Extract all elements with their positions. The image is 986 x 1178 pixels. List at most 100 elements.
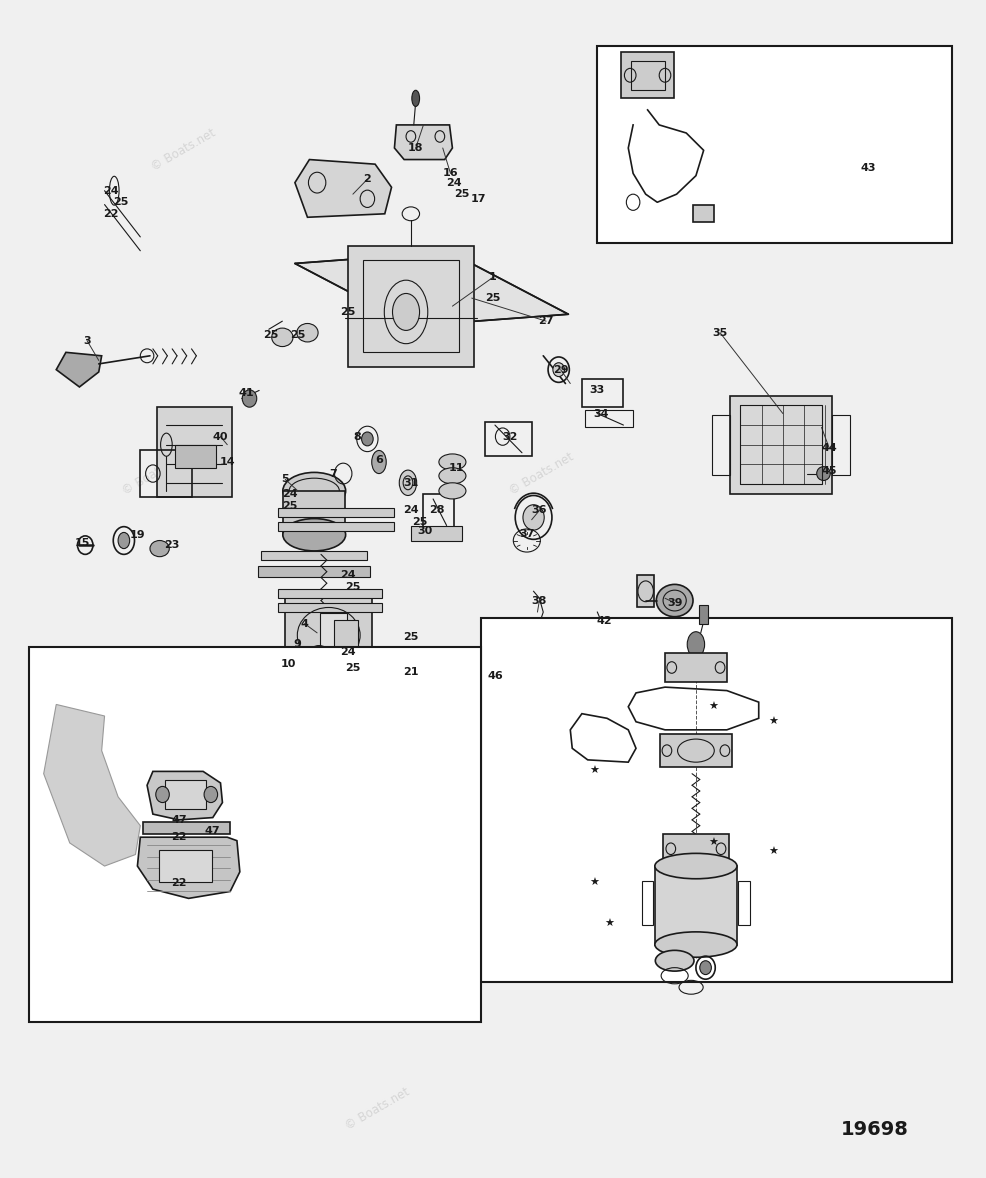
Text: 42: 42 — [597, 616, 612, 627]
Text: 25: 25 — [263, 330, 278, 340]
Ellipse shape — [283, 472, 346, 509]
Text: 14: 14 — [220, 457, 235, 466]
Text: © Boats.net: © Boats.net — [342, 773, 411, 820]
Text: 32: 32 — [503, 431, 518, 442]
Text: 34: 34 — [594, 409, 609, 418]
Text: 22: 22 — [104, 209, 119, 219]
Polygon shape — [278, 508, 394, 517]
Ellipse shape — [156, 787, 170, 802]
Text: 18: 18 — [408, 143, 423, 153]
Text: © Boats.net: © Boats.net — [149, 127, 218, 174]
Text: 2: 2 — [364, 174, 372, 184]
Text: 11: 11 — [449, 463, 464, 472]
Polygon shape — [283, 491, 345, 535]
Ellipse shape — [399, 470, 417, 496]
Bar — [739, 881, 750, 925]
Bar — [481, 617, 951, 981]
Bar — [631, 61, 665, 90]
Text: 31: 31 — [403, 478, 418, 488]
Polygon shape — [157, 406, 232, 497]
Polygon shape — [147, 772, 223, 820]
Ellipse shape — [150, 541, 170, 557]
Bar — [166, 780, 206, 809]
Ellipse shape — [655, 932, 737, 958]
Bar — [660, 734, 733, 767]
Text: 29: 29 — [553, 365, 569, 375]
Text: 36: 36 — [531, 505, 547, 516]
Polygon shape — [56, 352, 102, 386]
Ellipse shape — [392, 293, 420, 330]
Bar — [348, 245, 473, 366]
Polygon shape — [261, 551, 368, 561]
Bar — [176, 444, 216, 468]
Ellipse shape — [310, 646, 328, 660]
Bar — [642, 881, 654, 925]
Bar — [320, 614, 347, 657]
Bar — [285, 597, 373, 673]
Text: 40: 40 — [213, 431, 229, 442]
Text: 16: 16 — [443, 168, 458, 178]
Ellipse shape — [272, 329, 293, 346]
Text: 33: 33 — [590, 385, 605, 396]
Text: © Boats.net: © Boats.net — [507, 450, 576, 497]
Text: 43: 43 — [860, 163, 876, 173]
Ellipse shape — [656, 951, 694, 971]
Text: 45: 45 — [821, 466, 837, 476]
Ellipse shape — [362, 432, 373, 445]
Text: 15: 15 — [75, 538, 90, 548]
Text: 27: 27 — [538, 316, 554, 326]
Bar — [30, 647, 481, 1023]
Polygon shape — [278, 589, 382, 598]
Ellipse shape — [816, 466, 830, 481]
Bar — [637, 575, 655, 608]
Ellipse shape — [412, 91, 420, 106]
Bar — [731, 396, 831, 494]
Ellipse shape — [553, 363, 565, 377]
Ellipse shape — [523, 504, 544, 530]
Text: 7: 7 — [329, 469, 337, 478]
Text: 25: 25 — [345, 582, 361, 591]
Text: 25: 25 — [113, 197, 128, 207]
Text: ★: ★ — [708, 838, 719, 848]
Text: 25: 25 — [282, 501, 298, 511]
Polygon shape — [137, 838, 240, 899]
Text: 24: 24 — [340, 570, 356, 580]
Text: ★: ★ — [604, 919, 614, 928]
Bar — [832, 415, 850, 475]
Ellipse shape — [439, 454, 466, 470]
Text: 10: 10 — [280, 659, 296, 669]
Polygon shape — [278, 603, 382, 613]
Ellipse shape — [439, 483, 466, 499]
Text: 24: 24 — [104, 186, 119, 196]
Ellipse shape — [204, 787, 218, 802]
Text: 19698: 19698 — [841, 1120, 909, 1139]
Text: 41: 41 — [239, 388, 254, 398]
Text: © Boats.net: © Boats.net — [342, 1085, 411, 1132]
Ellipse shape — [657, 584, 693, 617]
Polygon shape — [258, 565, 371, 577]
Text: 25: 25 — [340, 307, 356, 317]
Text: 21: 21 — [403, 667, 419, 677]
Text: 39: 39 — [667, 598, 682, 608]
Text: 28: 28 — [429, 505, 445, 516]
Ellipse shape — [283, 518, 346, 551]
Text: 8: 8 — [354, 431, 362, 442]
Text: ★: ★ — [768, 716, 778, 727]
Polygon shape — [656, 866, 737, 945]
Bar — [693, 205, 714, 223]
Ellipse shape — [243, 390, 256, 408]
Text: © Boats.net: © Boats.net — [52, 773, 121, 820]
Text: 25: 25 — [412, 517, 427, 527]
Bar — [159, 849, 212, 882]
Text: ★: ★ — [590, 767, 599, 776]
Bar — [334, 620, 358, 655]
Text: © Boats.net: © Boats.net — [120, 450, 189, 497]
Bar — [712, 415, 730, 475]
Text: 19: 19 — [129, 530, 145, 540]
Text: 35: 35 — [713, 327, 728, 338]
Bar — [363, 260, 459, 352]
Bar — [699, 605, 709, 623]
Text: 38: 38 — [531, 596, 547, 605]
Polygon shape — [394, 125, 453, 159]
Text: 1: 1 — [489, 272, 497, 283]
